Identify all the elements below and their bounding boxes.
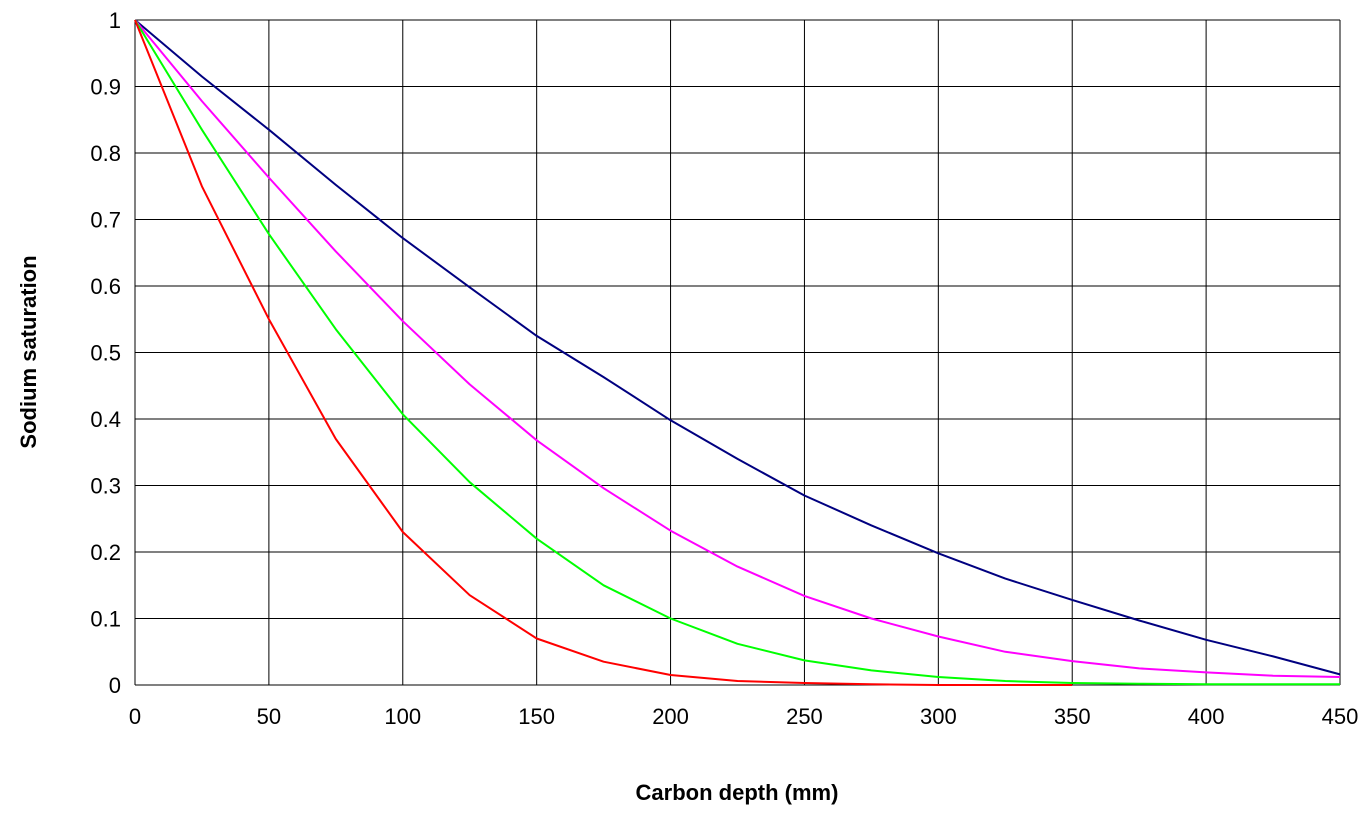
x-tick-label: 200 [652, 704, 689, 729]
x-tick-label: 250 [786, 704, 823, 729]
y-axis-title: Sodium saturation [16, 255, 41, 448]
series-line-4 [134, 19, 1073, 686]
y-tick-label: 0 [109, 673, 121, 698]
x-tick-labels: 0 50 100 150 200 250 300 350 400 450 [129, 704, 1358, 729]
y-tick-label: 0.1 [90, 607, 121, 632]
y-tick-label: 0.6 [90, 274, 121, 299]
x-axis-title: Carbon depth (mm) [636, 780, 839, 805]
x-tick-label: 450 [1322, 704, 1359, 729]
series-line-1 [134, 19, 1341, 676]
y-tick-label: 0.2 [90, 540, 121, 565]
grid-lines [134, 19, 1341, 686]
x-tick-label: 300 [920, 704, 957, 729]
x-tick-label: 350 [1054, 704, 1091, 729]
y-tick-labels: 0 0.1 0.2 0.3 0.4 0.5 0.6 0.7 0.8 0.9 1 [90, 8, 121, 698]
y-tick-label: 1 [109, 8, 121, 33]
y-tick-label: 0.7 [90, 208, 121, 233]
x-tick-label: 400 [1188, 704, 1225, 729]
series-line-2 [134, 19, 1341, 678]
series-line-3 [134, 19, 1340, 686]
x-tick-label: 150 [518, 704, 555, 729]
y-tick-label: 0.3 [90, 474, 121, 499]
y-tick-label: 0.9 [90, 75, 121, 100]
x-tick-label: 50 [257, 704, 281, 729]
y-tick-label: 0.5 [90, 341, 121, 366]
y-tick-label: 0.4 [90, 407, 121, 432]
y-tick-label: 0.8 [90, 141, 121, 166]
series-lines [134, 19, 1341, 686]
x-tick-label: 0 [129, 704, 141, 729]
x-tick-label: 100 [384, 704, 421, 729]
